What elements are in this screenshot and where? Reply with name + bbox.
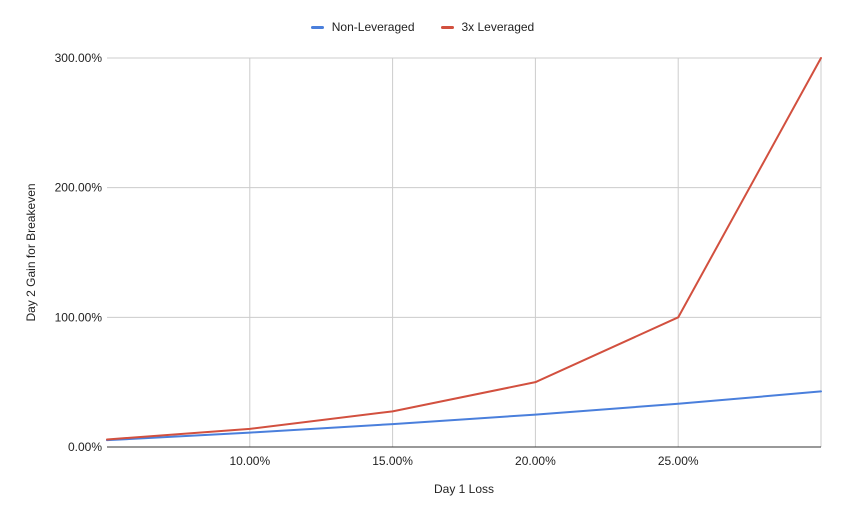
y-tick-label: 300.00% [55,51,103,65]
series [106,57,822,442]
x-tick-label: 10.00% [229,454,270,468]
legend-item-non-leveraged: Non-Leveraged [310,20,415,34]
y-tick-label: 0.00% [68,440,102,454]
series-line-non-leveraged [106,390,822,442]
legend-label-non-leveraged: Non-Leveraged [331,20,415,34]
legend-swatch-non-leveraged [310,25,324,29]
y-tick-label: 100.00% [55,310,103,324]
x-tick-label: 15.00% [372,454,413,468]
grid [107,57,822,447]
x-axis-label: Day 1 Loss [434,482,494,496]
legend: Non-Leveraged 3x Leveraged [0,20,845,34]
y-tick-label: 200.00% [55,181,103,195]
legend-label-3x-leveraged: 3x Leveraged [461,20,535,34]
y-axis-label: Day 2 Gain for Breakeven [24,183,38,321]
x-tick-label: 25.00% [658,454,699,468]
legend-item-3x-leveraged: 3x Leveraged [440,20,535,34]
series-line-3x-leveraged [106,57,822,441]
y-tick-labels: 0.00% 100.00% 200.00% 300.00% [55,51,103,454]
x-tick-labels: 10.00% 15.00% 20.00% 25.00% [229,454,698,468]
legend-swatch-3x-leveraged [440,25,454,29]
x-tick-label: 20.00% [515,454,556,468]
